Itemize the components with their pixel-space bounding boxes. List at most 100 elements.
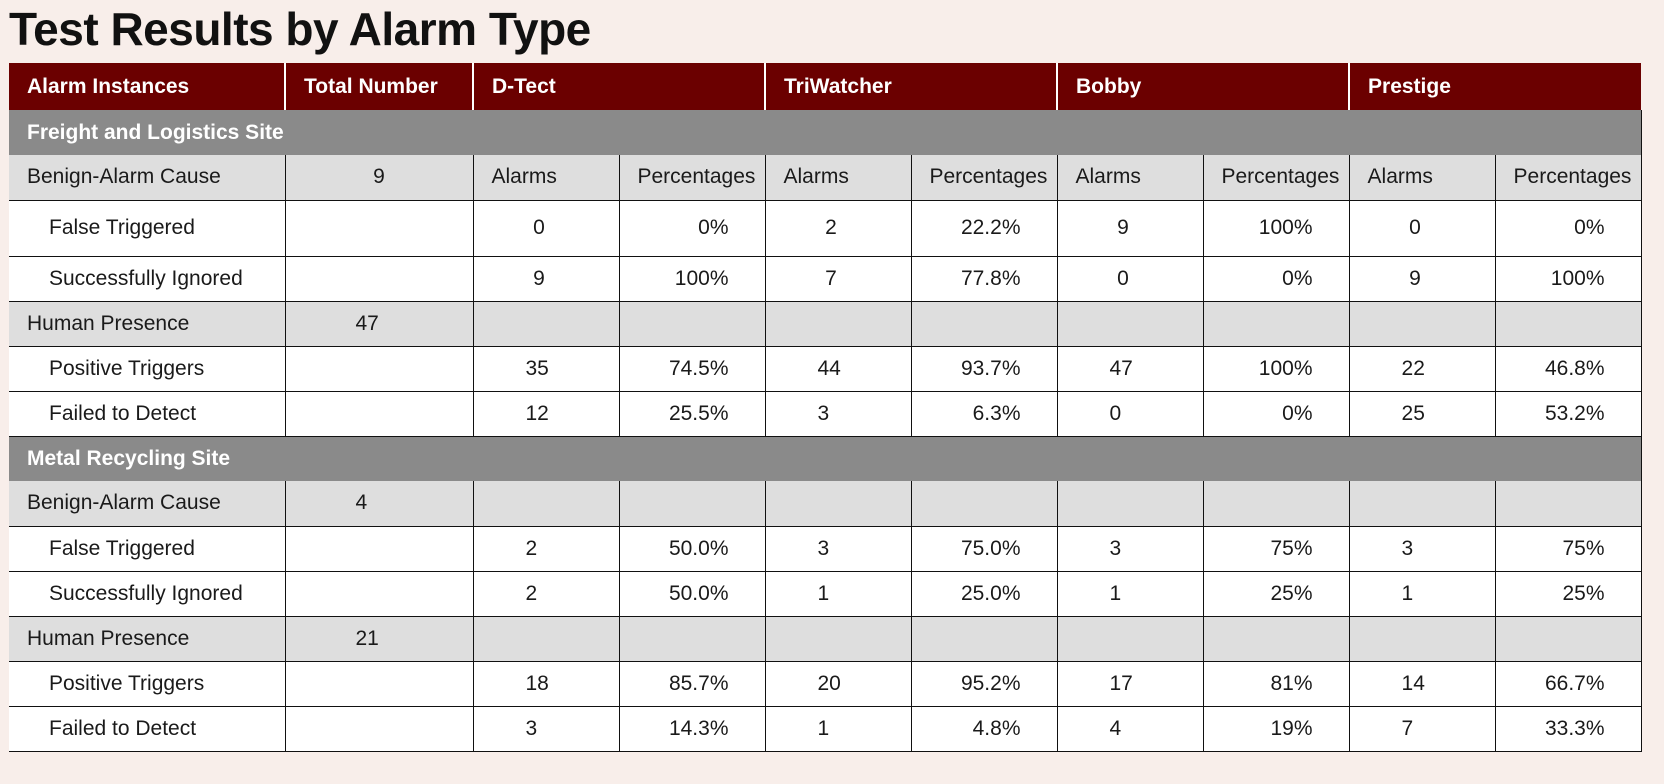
- alarms-cell: 9: [472, 256, 619, 302]
- alarms-cell: 18: [472, 661, 619, 707]
- alarms-cell: 35: [472, 346, 619, 392]
- percentages-subheader: Percentages: [618, 155, 765, 201]
- empty-cell: [1202, 481, 1350, 527]
- percentage-cell: 4.8%: [910, 706, 1057, 752]
- section-title: Freight and Logistics Site: [9, 110, 1642, 155]
- alarms-cell: 25: [1348, 391, 1496, 437]
- total-cell: [284, 391, 473, 437]
- empty-cell: [618, 616, 765, 662]
- percentages-subheader: Percentages: [1202, 155, 1350, 201]
- header-triwatcher: TriWatcher: [764, 63, 1057, 110]
- total-cell: [284, 526, 473, 572]
- percentage-cell: 100%: [1202, 200, 1350, 257]
- header-alarm-instances: Alarm Instances: [9, 63, 285, 110]
- total-cell: [284, 706, 473, 752]
- alarms-cell: 1: [764, 571, 911, 617]
- group-total: 21: [284, 616, 473, 662]
- group-row: Benign-Alarm Cause 9 Alarms Percentages Alar…: [9, 155, 1642, 201]
- percentage-cell: 75%: [1494, 526, 1642, 572]
- total-cell: [284, 346, 473, 392]
- total-cell: [284, 571, 473, 617]
- empty-cell: [472, 616, 619, 662]
- row-label: False Triggered: [9, 200, 285, 257]
- alarms-subheader: Alarms: [1348, 155, 1496, 201]
- empty-cell: [1494, 301, 1642, 347]
- header-d-tect: D-Tect: [472, 63, 765, 110]
- group-total: 47: [284, 301, 473, 347]
- percentage-cell: 53.2%: [1494, 391, 1642, 437]
- group-label: Benign-Alarm Cause: [9, 155, 285, 201]
- percentage-cell: 22.2%: [910, 200, 1057, 257]
- alarms-cell: 3: [764, 526, 911, 572]
- alarms-subheader: Alarms: [472, 155, 619, 201]
- alarms-cell: 0: [1348, 200, 1496, 257]
- group-label: Human Presence: [9, 301, 285, 347]
- alarms-cell: 3: [1348, 526, 1496, 572]
- empty-cell: [618, 301, 765, 347]
- percentage-cell: 25.5%: [618, 391, 765, 437]
- table-row: False Triggered 2 50.0% 3 75.0% 3 75% 3 75%: [9, 526, 1642, 572]
- results-body: Freight and Logistics Site Benign-Alarm C…: [9, 110, 1642, 752]
- empty-cell: [618, 481, 765, 527]
- percentage-cell: 81%: [1202, 661, 1350, 707]
- percentage-cell: 0%: [1202, 256, 1350, 302]
- empty-cell: [764, 481, 911, 527]
- empty-cell: [1202, 301, 1350, 347]
- empty-cell: [764, 301, 911, 347]
- section-row: Freight and Logistics Site: [9, 110, 1642, 155]
- row-label: Successfully Ignored: [9, 571, 285, 617]
- empty-cell: [1056, 301, 1203, 347]
- alarms-cell: 2: [472, 526, 619, 572]
- alarms-cell: 9: [1056, 200, 1203, 257]
- alarms-cell: 7: [1348, 706, 1496, 752]
- empty-cell: [1056, 616, 1203, 662]
- percentage-cell: 0%: [1494, 200, 1642, 257]
- percentage-cell: 100%: [618, 256, 765, 302]
- percentage-cell: 0%: [618, 200, 765, 257]
- row-label: Failed to Detect: [9, 391, 285, 437]
- percentage-cell: 66.7%: [1494, 661, 1642, 707]
- page-title: Test Results by Alarm Type: [9, 3, 591, 55]
- header-row: Alarm Instances Total Number D-Tect TriW…: [9, 63, 1642, 110]
- percentage-cell: 100%: [1494, 256, 1642, 302]
- alarms-cell: 2: [764, 200, 911, 257]
- table-row: Positive Triggers 35 74.5% 44 93.7% 47 100% 22 4…: [9, 346, 1642, 392]
- group-row: Human Presence 47: [9, 301, 1642, 347]
- header-prestige: Prestige: [1348, 63, 1642, 110]
- section-title: Metal Recycling Site: [9, 436, 1642, 481]
- empty-cell: [1494, 481, 1642, 527]
- percentage-cell: 85.7%: [618, 661, 765, 707]
- alarms-cell: 2: [472, 571, 619, 617]
- total-cell: [284, 661, 473, 707]
- percentage-cell: 93.7%: [910, 346, 1057, 392]
- alarms-cell: 3: [1056, 526, 1203, 572]
- alarms-cell: 22: [1348, 346, 1496, 392]
- row-label: False Triggered: [9, 526, 285, 572]
- alarms-cell: 3: [472, 706, 619, 752]
- table-row: Positive Triggers 18 85.7% 20 95.2% 17 81% 14 66…: [9, 661, 1642, 707]
- percentage-cell: 0%: [1202, 391, 1350, 437]
- section-row: Metal Recycling Site: [9, 436, 1642, 481]
- percentage-cell: 74.5%: [618, 346, 765, 392]
- alarms-cell: 20: [764, 661, 911, 707]
- percentage-cell: 75.0%: [910, 526, 1057, 572]
- alarms-cell: 1: [1348, 571, 1496, 617]
- empty-cell: [1202, 616, 1350, 662]
- percentage-cell: 50.0%: [618, 526, 765, 572]
- empty-cell: [764, 616, 911, 662]
- total-cell: [284, 256, 473, 302]
- alarms-cell: 47: [1056, 346, 1203, 392]
- alarms-cell: 1: [764, 706, 911, 752]
- table-row: Successfully Ignored 2 50.0% 1 25.0% 1 25% 1 25%: [9, 571, 1642, 617]
- total-cell: [284, 200, 473, 257]
- percentage-cell: 77.8%: [910, 256, 1057, 302]
- percentage-cell: 50.0%: [618, 571, 765, 617]
- alarms-cell: 4: [1056, 706, 1203, 752]
- row-label: Failed to Detect: [9, 706, 285, 752]
- alarms-cell: 0: [472, 200, 619, 257]
- percentage-cell: 95.2%: [910, 661, 1057, 707]
- alarms-subheader: Alarms: [1056, 155, 1203, 201]
- group-row: Human Presence 21: [9, 616, 1642, 662]
- alarms-cell: 14: [1348, 661, 1496, 707]
- percentages-subheader: Percentages: [910, 155, 1057, 201]
